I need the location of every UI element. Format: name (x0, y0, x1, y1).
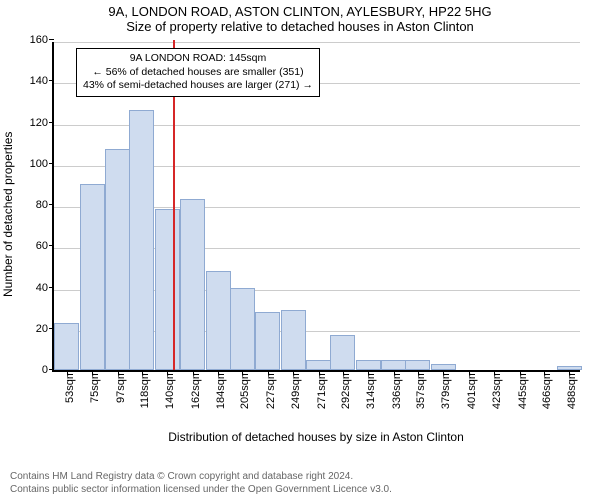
histogram-bar (230, 288, 255, 371)
plot-area: 02040608010012014016053sqm75sqm97sqm118s… (52, 42, 580, 372)
chart-title-main: 9A, LONDON ROAD, ASTON CLINTON, AYLESBUR… (0, 2, 600, 19)
y-tick-label: 60 (36, 240, 54, 252)
annotation-line-1: 9A LONDON ROAD: 145sqm (83, 52, 313, 66)
annotation-box: 9A LONDON ROAD: 145sqm ← 56% of detached… (76, 48, 320, 97)
x-tick-label: 423sqm (485, 370, 503, 409)
histogram-bar (356, 360, 381, 370)
x-tick-label: 401sqm (460, 370, 478, 409)
chart-container: 9A, LONDON ROAD, ASTON CLINTON, AYLESBUR… (0, 2, 600, 38)
y-tick-label: 20 (36, 323, 54, 335)
y-tick-mark (49, 204, 54, 205)
x-tick-label: 140sqm (158, 370, 176, 409)
x-tick-label: 271sqm (310, 370, 328, 409)
x-axis-label: Distribution of detached houses by size … (168, 430, 464, 444)
y-tick-mark (49, 122, 54, 123)
histogram-bar (54, 323, 79, 370)
y-tick-label: 140 (30, 75, 54, 87)
x-tick-label: 205sqm (233, 370, 251, 409)
histogram-bar (281, 310, 306, 370)
histogram-bar (206, 271, 231, 370)
y-tick-label: 0 (42, 364, 54, 376)
histogram-bar (381, 360, 406, 370)
x-tick-label: 314sqm (359, 370, 377, 409)
y-tick-label: 80 (36, 199, 54, 211)
histogram-bar (180, 199, 205, 370)
x-tick-label: 184sqm (209, 370, 227, 409)
y-tick-mark (49, 163, 54, 164)
x-tick-label: 336sqm (385, 370, 403, 409)
y-tick-mark (49, 39, 54, 40)
x-tick-label: 488sqm (560, 370, 578, 409)
x-tick-label: 97sqm (109, 370, 127, 403)
x-tick-label: 162sqm (184, 370, 202, 409)
x-tick-label: 445sqm (511, 370, 529, 409)
histogram-bar (405, 360, 430, 370)
gridline (54, 42, 580, 43)
y-tick-label: 120 (30, 117, 54, 129)
x-tick-label: 292sqm (334, 370, 352, 409)
y-tick-label: 100 (30, 158, 54, 170)
x-tick-label: 357sqm (409, 370, 427, 409)
x-tick-label: 53sqm (58, 370, 76, 403)
histogram-bar (306, 360, 331, 370)
annotation-line-3: 43% of semi-detached houses are larger (… (83, 79, 313, 93)
x-tick-label: 227sqm (259, 370, 277, 409)
x-tick-label: 466sqm (535, 370, 553, 409)
y-tick-label: 160 (30, 34, 54, 46)
x-tick-label: 249sqm (284, 370, 302, 409)
histogram-bar (80, 184, 105, 370)
y-tick-label: 40 (36, 282, 54, 294)
x-tick-label: 75sqm (83, 370, 101, 403)
y-axis-label: Number of detached properties (1, 132, 15, 297)
chart-title-sub: Size of property relative to detached ho… (0, 19, 600, 38)
footer-line-2: Contains public sector information licen… (10, 483, 392, 496)
histogram-bar (105, 149, 130, 370)
y-tick-mark (49, 245, 54, 246)
x-tick-label: 379sqm (434, 370, 452, 409)
footer: Contains HM Land Registry data © Crown c… (10, 470, 392, 496)
histogram-bar (155, 209, 180, 370)
histogram-bar (129, 110, 154, 370)
footer-line-1: Contains HM Land Registry data © Crown c… (10, 470, 392, 483)
histogram-bar (255, 312, 280, 370)
x-tick-label: 118sqm (133, 370, 151, 408)
histogram-bar (330, 335, 355, 370)
annotation-line-2: ← 56% of detached houses are smaller (35… (83, 66, 313, 80)
y-tick-mark (49, 287, 54, 288)
y-tick-mark (49, 80, 54, 81)
